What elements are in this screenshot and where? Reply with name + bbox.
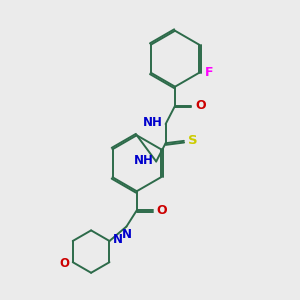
- Text: S: S: [188, 134, 197, 147]
- Text: NH: NH: [134, 154, 154, 166]
- Text: N: N: [113, 233, 123, 246]
- Text: NH: NH: [143, 116, 163, 129]
- Text: O: O: [59, 257, 69, 270]
- Text: O: O: [157, 204, 167, 217]
- Text: O: O: [195, 99, 206, 112]
- Text: F: F: [205, 66, 213, 79]
- Text: N: N: [122, 228, 131, 241]
